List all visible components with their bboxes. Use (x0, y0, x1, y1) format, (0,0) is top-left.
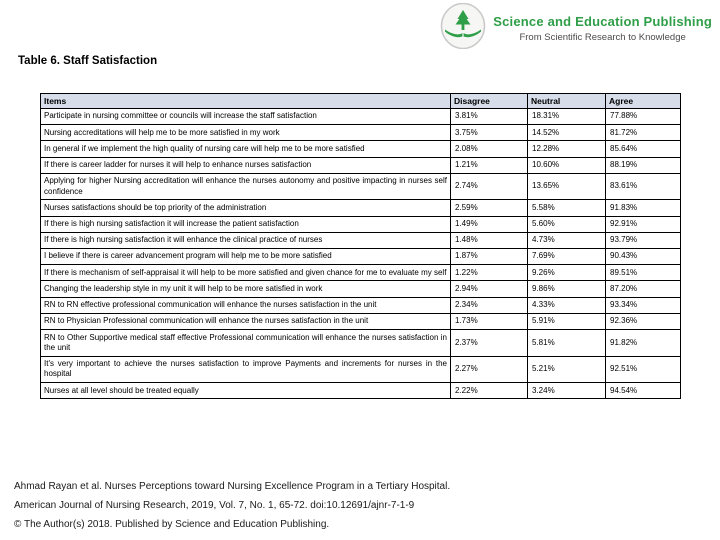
agree-cell: 90.43% (605, 247, 681, 266)
disagree-cell: 2.08% (450, 140, 528, 158)
table-row: RN to Other Supportive medical staff eff… (40, 329, 681, 357)
neutral-cell: 4.33% (527, 296, 606, 314)
neutral-cell: 3.24% (527, 382, 606, 400)
neutral-cell: 5.21% (527, 355, 606, 384)
item-cell: Nurses satisfactions should be top prior… (40, 199, 451, 217)
agree-cell: 83.61% (605, 172, 681, 201)
column-header-disagree: Disagree (450, 93, 528, 109)
neutral-cell: 7.69% (527, 247, 606, 266)
table-row: If there is high nursing satisfaction it… (40, 215, 681, 233)
citation-authors-title: Ahmad Rayan et al. Nurses Perceptions to… (14, 481, 451, 492)
item-cell: RN to Other Supportive medical staff eff… (40, 329, 451, 357)
agree-cell: 92.36% (605, 312, 681, 331)
publisher-logo-icon (440, 2, 486, 54)
agree-cell: 89.51% (605, 264, 681, 282)
agree-cell: 91.82% (605, 329, 681, 357)
disagree-cell: 1.21% (450, 156, 528, 174)
neutral-cell: 18.31% (527, 107, 606, 126)
staff-satisfaction-table: Items Disagree Neutral Agree Participate… (40, 93, 681, 400)
neutral-cell: 5.60% (527, 215, 606, 233)
table-row: Nursing accreditations will help me to b… (40, 124, 681, 142)
column-header-items: Items (40, 93, 451, 109)
neutral-cell: 13.65% (527, 172, 606, 201)
item-cell: In general if we implement the high qual… (40, 140, 451, 158)
neutral-cell: 5.58% (527, 199, 606, 217)
disagree-cell: 3.81% (450, 107, 528, 126)
table-row: I believe if there is career advancement… (40, 247, 681, 266)
agree-cell: 92.91% (605, 215, 681, 233)
table-body: Participate in nursing committee or coun… (40, 107, 681, 400)
table-row: Applying for higher Nursing accreditatio… (40, 172, 681, 201)
agree-cell: 93.34% (605, 296, 681, 314)
item-cell: I believe if there is career advancement… (40, 247, 451, 266)
agree-cell: 81.72% (605, 124, 681, 142)
item-cell: Changing the leadership style in my unit… (40, 280, 451, 298)
item-cell: Applying for higher Nursing accreditatio… (40, 172, 451, 201)
neutral-cell: 5.81% (527, 329, 606, 357)
item-cell: It's very important to achieve the nurse… (40, 355, 451, 384)
item-cell: If there is mechanism of self-appraisal … (40, 264, 451, 282)
disagree-cell: 3.75% (450, 124, 528, 142)
item-cell: Nurses at all level should be treated eq… (40, 382, 451, 400)
item-cell: If there is career ladder for nurses it … (40, 156, 451, 174)
disagree-cell: 2.22% (450, 382, 528, 400)
agree-cell: 87.20% (605, 280, 681, 298)
table-row: Nurses satisfactions should be top prior… (40, 199, 681, 217)
disagree-cell: 1.22% (450, 264, 528, 282)
item-cell: Participate in nursing committee or coun… (40, 107, 451, 126)
item-cell: RN to Physician Professional communicati… (40, 312, 451, 331)
table-row: If there is high nursing satisfaction it… (40, 231, 681, 249)
agree-cell: 85.64% (605, 140, 681, 158)
citation-copyright: © The Author(s) 2018. Published by Scien… (14, 519, 330, 530)
neutral-cell: 4.73% (527, 231, 606, 249)
disagree-cell: 2.27% (450, 355, 528, 384)
agree-cell: 93.79% (605, 231, 681, 249)
table-row: In general if we implement the high qual… (40, 140, 681, 158)
table-row: RN to Physician Professional communicati… (40, 312, 681, 331)
table-row: Participate in nursing committee or coun… (40, 107, 681, 126)
disagree-cell: 2.37% (450, 329, 528, 357)
table-row: If there is career ladder for nurses it … (40, 156, 681, 174)
table-row: If there is mechanism of self-appraisal … (40, 264, 681, 282)
disagree-cell: 1.49% (450, 215, 528, 233)
neutral-cell: 14.52% (527, 124, 606, 142)
table-row: RN to RN effective professional communic… (40, 296, 681, 314)
agree-cell: 77.88% (605, 107, 681, 126)
table-row: Nurses at all level should be treated eq… (40, 382, 681, 400)
disagree-cell: 2.74% (450, 172, 528, 201)
disagree-cell: 2.94% (450, 280, 528, 298)
neutral-cell: 12.28% (527, 140, 606, 158)
table-row: Changing the leadership style in my unit… (40, 280, 681, 298)
column-header-neutral: Neutral (527, 93, 606, 109)
item-cell: Nursing accreditations will help me to b… (40, 124, 451, 142)
neutral-cell: 5.91% (527, 312, 606, 331)
table-caption: Table 6. Staff Satisfaction (18, 55, 158, 67)
table-row: It's very important to achieve the nurse… (40, 355, 681, 384)
disagree-cell: 2.59% (450, 199, 528, 217)
publisher-name: Science and Education Publishing (493, 14, 712, 29)
disagree-cell: 1.87% (450, 247, 528, 266)
item-cell: If there is high nursing satisfaction it… (40, 215, 451, 233)
item-cell: If there is high nursing satisfaction it… (40, 231, 451, 249)
agree-cell: 88.19% (605, 156, 681, 174)
publisher-tagline: From Scientific Research to Knowledge (519, 32, 686, 43)
citation-journal: American Journal of Nursing Research, 20… (14, 500, 415, 511)
citation-block: Ahmad Rayan et al. Nurses Perceptions to… (14, 481, 450, 538)
disagree-cell: 2.34% (450, 296, 528, 314)
disagree-cell: 1.48% (450, 231, 528, 249)
neutral-cell: 9.86% (527, 280, 606, 298)
agree-cell: 92.51% (605, 355, 681, 384)
table-header-row: Items Disagree Neutral Agree (40, 93, 681, 109)
agree-cell: 91.83% (605, 199, 681, 217)
item-cell: RN to RN effective professional communic… (40, 296, 451, 314)
column-header-agree: Agree (605, 93, 681, 109)
publisher-brand: Science and Education Publishing From Sc… (440, 2, 712, 54)
neutral-cell: 9.26% (527, 264, 606, 282)
agree-cell: 94.54% (605, 382, 681, 400)
neutral-cell: 10.60% (527, 156, 606, 174)
disagree-cell: 1.73% (450, 312, 528, 331)
